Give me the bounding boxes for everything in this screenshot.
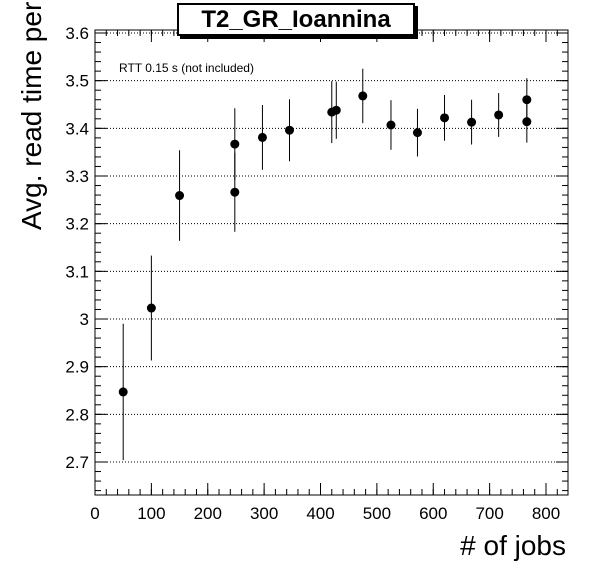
data-point bbox=[146, 303, 156, 313]
y-tick-label: 2.7 bbox=[65, 453, 89, 472]
data-point bbox=[440, 113, 450, 123]
y-tick-label: 3 bbox=[80, 310, 89, 329]
chart-title: T2_GR_Ioannina bbox=[177, 3, 415, 36]
x-tick-label: 100 bbox=[137, 504, 165, 523]
data-series bbox=[118, 68, 532, 461]
data-point bbox=[118, 387, 128, 397]
y-tick-label: 3.1 bbox=[65, 262, 89, 281]
data-point bbox=[358, 91, 368, 101]
x-axis-label: # of jobs bbox=[460, 530, 566, 561]
data-point bbox=[412, 128, 422, 138]
data-point bbox=[386, 120, 396, 130]
y-tick-label: 3.3 bbox=[65, 167, 89, 186]
x-tick-label: 700 bbox=[475, 504, 503, 523]
x-tick-label: 0 bbox=[90, 504, 99, 523]
data-point bbox=[230, 139, 240, 149]
data-point bbox=[331, 105, 341, 115]
y-tick-label: 2.9 bbox=[65, 358, 89, 377]
data-point bbox=[522, 95, 532, 105]
y-axis: 2.7 2.8 2.9 3 3.1 3.2 3.3 3.4 3.5 3.6 bbox=[65, 24, 568, 492]
x-tick-label: 300 bbox=[250, 504, 278, 523]
data-point bbox=[284, 125, 294, 135]
y-axis-label: Avg. read time per block [s] bbox=[16, 0, 47, 230]
x-tick-label: 800 bbox=[532, 504, 560, 523]
y-tick-label: 2.8 bbox=[65, 405, 89, 424]
x-tick-label: 400 bbox=[306, 504, 334, 523]
x-tick-label: 600 bbox=[419, 504, 447, 523]
data-point bbox=[175, 191, 185, 201]
x-tick-label: 500 bbox=[363, 504, 391, 523]
data-point bbox=[522, 117, 532, 127]
x-tick-label: 200 bbox=[194, 504, 222, 523]
data-point bbox=[467, 117, 477, 127]
y-tick-label: 3.6 bbox=[65, 24, 89, 43]
data-point bbox=[257, 132, 267, 142]
y-tick-label: 3.5 bbox=[65, 72, 89, 91]
data-point bbox=[230, 187, 240, 197]
y-tick-label: 3.4 bbox=[65, 119, 89, 138]
data-point bbox=[494, 110, 504, 120]
rtt-annotation: RTT 0.15 s (not included) bbox=[119, 61, 254, 75]
y-tick-label: 3.2 bbox=[65, 215, 89, 234]
x-axis: 0 100 200 300 400 500 600 700 800 bbox=[90, 30, 560, 523]
